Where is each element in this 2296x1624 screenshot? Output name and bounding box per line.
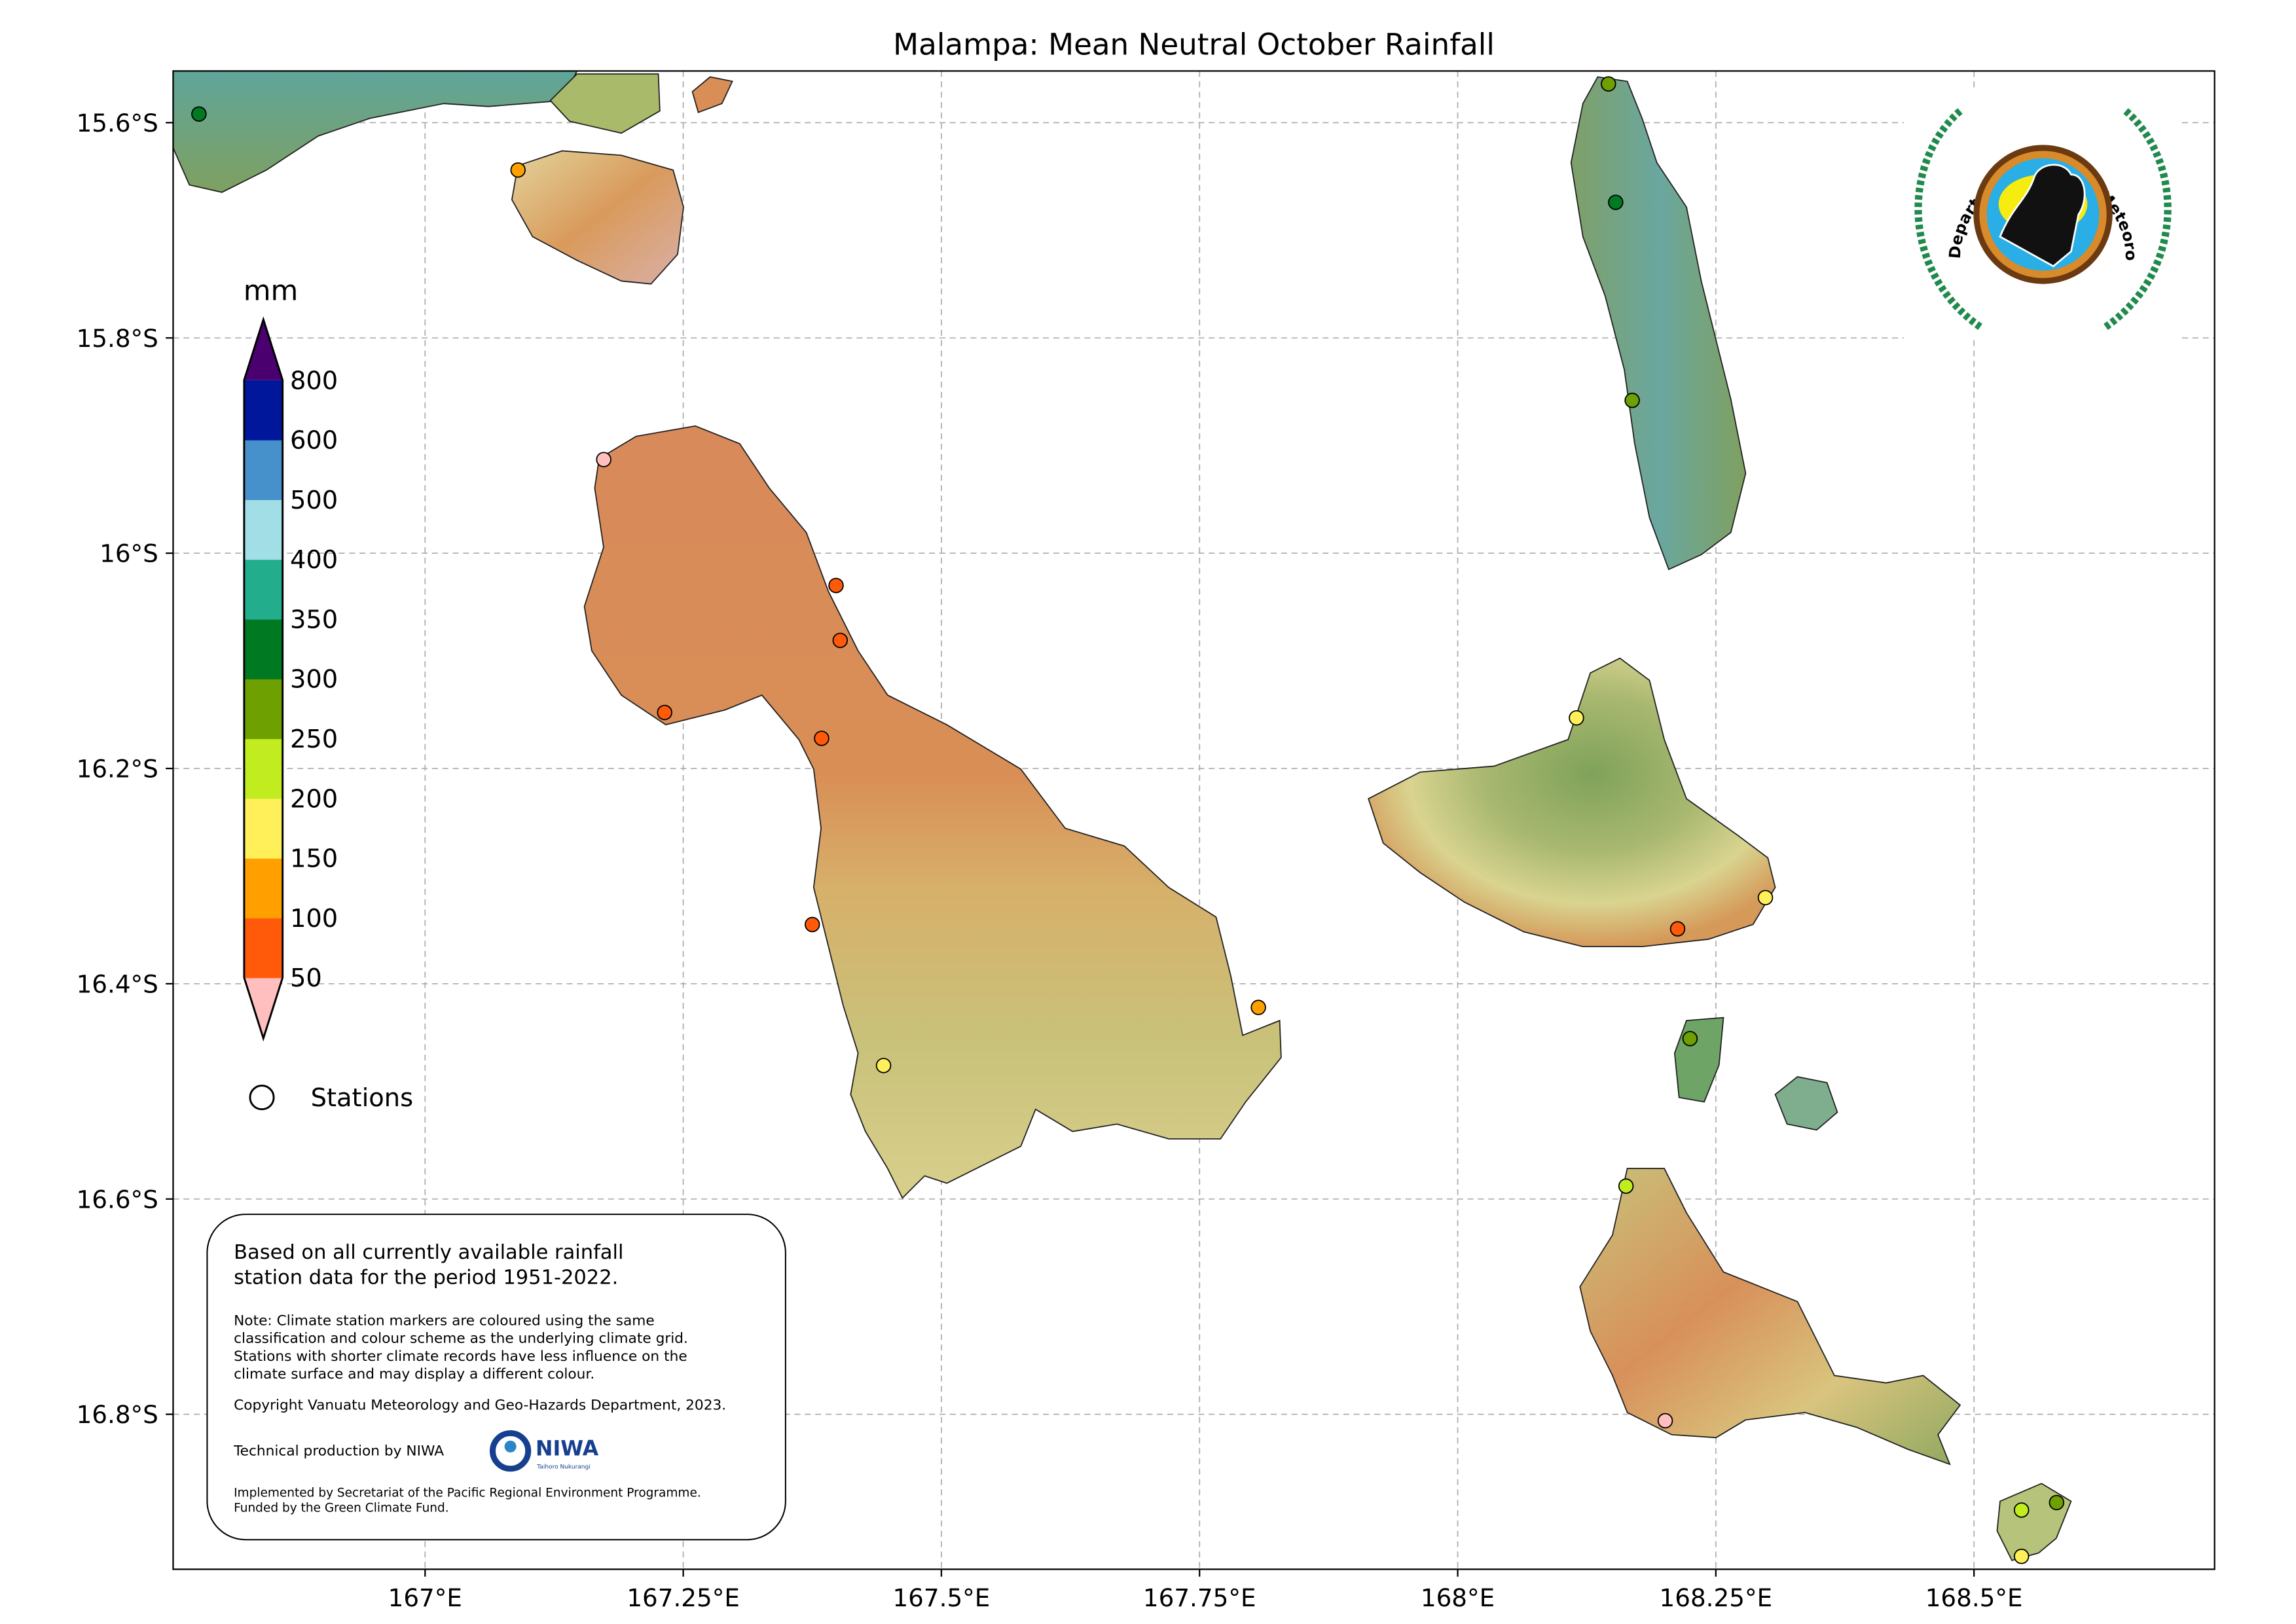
colorbar-tick-label: 50	[290, 964, 322, 993]
lat-tick-label: 16.4°S	[77, 969, 158, 998]
colorbar-tick-label: 400	[290, 545, 338, 575]
station-marker	[832, 632, 848, 649]
info-note-line: Stations with shorter climate records ha…	[234, 1348, 687, 1365]
station-marker	[1618, 1178, 1634, 1194]
colorbar-bin	[244, 679, 283, 740]
station-marker	[2049, 1494, 2065, 1511]
lat-tick-label: 16.6°S	[77, 1185, 158, 1214]
niwa-logo: NIWA Taihoro Nukurangi	[489, 1430, 599, 1472]
station-marker	[657, 704, 672, 721]
info-copyright: Copyright Vanuatu Meteorology and Geo-Ha…	[234, 1397, 726, 1413]
station-marker	[596, 452, 611, 467]
station-marker	[2013, 1502, 2030, 1518]
island-small-north	[691, 76, 733, 113]
island-malo	[511, 150, 684, 285]
stations-legend-label: Stations	[311, 1083, 414, 1113]
colorbar-tick-label: 600	[290, 426, 338, 456]
colorbar-tick-label: 150	[290, 844, 338, 874]
info-box: Based on all currently available rainfal…	[206, 1214, 786, 1541]
lat-tick-label: 16.8°S	[77, 1400, 158, 1429]
colorbar-tick-label: 500	[290, 486, 338, 515]
lat-tick-label: 16°S	[100, 539, 158, 568]
station-marker	[1682, 1030, 1698, 1047]
station-marker	[828, 577, 844, 594]
info-note-line: Note: Climate station markers are colour…	[234, 1313, 655, 1329]
info-heading-line1: Based on all currently available rainfal…	[234, 1241, 623, 1264]
colorbar-bin	[244, 918, 283, 979]
station-marker	[1569, 710, 1584, 726]
lat-tick-label: 15.8°S	[77, 324, 158, 353]
station-markers	[191, 76, 2065, 1564]
station-marker	[814, 731, 829, 746]
colorbar-bin	[244, 439, 283, 500]
lon-tick-label: 168°E	[1421, 1583, 1495, 1612]
stations-legend-marker	[249, 1085, 275, 1111]
niwa-logo-text: NIWA	[536, 1437, 599, 1460]
info-funding-line2: Funded by the Green Climate Fund.	[234, 1501, 449, 1515]
station-marker	[2013, 1548, 2030, 1564]
lat-tick-label: 16.2°S	[77, 755, 158, 784]
colorbar-bin	[244, 798, 283, 859]
info-heading-line2: station data for the period 1951-2022.	[234, 1266, 618, 1289]
island-santo-east	[549, 73, 661, 134]
colorbar-tick-label: 350	[290, 605, 338, 634]
colorbar-tick-label: 200	[290, 784, 338, 814]
lon-tick-label: 167.5°E	[892, 1583, 990, 1612]
station-marker	[805, 916, 820, 933]
lon-tick-label: 167.75°E	[1143, 1583, 1256, 1612]
map-title: Malampa: Mean Neutral October Rainfall	[893, 27, 1495, 62]
island-lopevi	[1774, 1075, 1838, 1131]
colorbar-bin	[244, 738, 283, 799]
colorbar-bin	[244, 559, 283, 620]
lon-tick-label: 167°E	[388, 1583, 462, 1612]
map-frame	[172, 70, 2215, 1570]
station-marker	[1757, 890, 1774, 906]
island-malekula	[583, 425, 1282, 1199]
lon-tick-label: 167.25°E	[627, 1583, 740, 1612]
colorbar-unit-label: mm	[244, 275, 299, 308]
axis-tick-labels: 167°E 167.25°E 167.5°E 167.75°E 168°E 168.25°…	[77, 109, 2023, 1612]
lon-tick-label: 168.5°E	[1925, 1583, 2023, 1612]
station-marker	[875, 1058, 892, 1074]
station-marker	[191, 106, 207, 122]
lon-tick-label: 168.25°E	[1660, 1583, 1773, 1612]
colorbar-tick-label: 800	[290, 366, 338, 395]
station-marker	[1669, 921, 1686, 937]
lat-tick-label: 15.6°S	[77, 109, 158, 137]
colorbar-bin	[244, 499, 283, 560]
colorbar-bin	[244, 619, 283, 679]
colorbar-bin	[244, 380, 283, 441]
station-marker	[1657, 1413, 1673, 1429]
station-marker	[1601, 76, 1616, 92]
station-marker	[1250, 1000, 1266, 1015]
colorbar-outline	[243, 316, 284, 1042]
colorbar-tick-label: 300	[290, 665, 338, 695]
info-note-line: classification and colour scheme as the …	[234, 1331, 688, 1347]
info-note-line: climate surface and may display a differ…	[234, 1366, 594, 1382]
station-marker	[1624, 392, 1640, 408]
colorbar-tick-label: 100	[290, 904, 338, 933]
colorbar-extend-max	[244, 319, 283, 380]
station-marker	[510, 162, 526, 178]
niwa-logo-subtext: Taihoro Nukurangi	[536, 1464, 590, 1471]
info-production: Technical production by NIWA	[233, 1443, 444, 1459]
colorbar: 50 100 150 200 250 300 350 400 500 600 800	[243, 316, 338, 1042]
colorbar-extend-min	[244, 977, 283, 1039]
colorbar-tick-label: 250	[290, 725, 338, 754]
colorbar-bin	[244, 857, 283, 918]
station-marker	[1608, 194, 1624, 210]
info-funding-line1: Implemented by Secretariat of the Pacifi…	[234, 1487, 701, 1500]
island-paama-epi	[1579, 1168, 1961, 1466]
